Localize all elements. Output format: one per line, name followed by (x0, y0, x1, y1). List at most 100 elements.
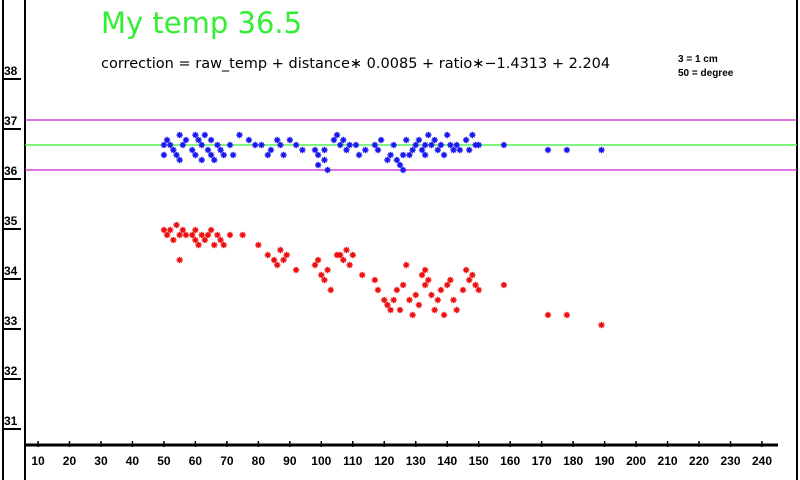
corrected-point (274, 136, 281, 144)
corrected-point (444, 131, 451, 139)
corrected-point (176, 156, 183, 164)
x-tick-label: 20 (63, 454, 77, 468)
corrected-point (267, 146, 275, 154)
correction-formula: correction = raw_temp + distance∗ 0.0085… (101, 56, 611, 72)
x-ticks: 10 20 30 40 50 60 70 80 90 100 110 120 130 140 150 160 1… (31, 441, 772, 468)
raw-point (425, 276, 432, 284)
raw-point (179, 226, 186, 234)
raw-point (403, 261, 410, 269)
reference-lines (25, 119, 797, 171)
corrected-point (466, 146, 473, 154)
raw-point (340, 256, 347, 264)
corrected-point (163, 136, 171, 144)
corrected-point (189, 146, 196, 154)
raw-point (415, 301, 423, 309)
raw-point (207, 226, 215, 234)
y-tick-label: 38 (4, 64, 18, 78)
corrected-point (371, 141, 379, 149)
corrected-point (387, 151, 394, 159)
raw-point (198, 231, 205, 239)
raw-point (563, 311, 571, 319)
corrected-point (170, 146, 177, 154)
corrected-point (440, 151, 448, 159)
raw-point (500, 281, 508, 289)
corrected-point (343, 146, 350, 154)
x-tick-label: 230 (721, 454, 741, 468)
raw-point (462, 266, 470, 274)
raw-point (239, 231, 246, 239)
raw-point (163, 231, 171, 239)
corrected-point (204, 146, 212, 154)
corrected-point (428, 141, 435, 149)
raw-point (447, 276, 454, 284)
raw-point (211, 241, 218, 249)
corrected-point (403, 136, 410, 144)
y-tick-label: 35 (4, 214, 18, 228)
corrected-point (160, 151, 168, 159)
x-tick-label: 210 (658, 454, 678, 468)
raw-point (349, 251, 356, 259)
raw-point (318, 271, 325, 279)
chart-title: My temp 36.5 (101, 6, 303, 40)
x-tick-label: 110 (343, 454, 363, 468)
raw-point (390, 296, 397, 304)
raw-point (170, 236, 177, 244)
x-tick-label: 30 (94, 454, 108, 468)
corrected-point (314, 161, 322, 169)
corrected-point (462, 136, 470, 144)
x-tick-label: 170 (532, 454, 552, 468)
raw-point (343, 246, 350, 254)
raw-point (406, 296, 413, 304)
corrected-point (182, 136, 190, 144)
raw-point (292, 266, 300, 274)
raw-point (440, 311, 448, 319)
corrected-point (346, 141, 353, 149)
corrected-point (377, 136, 385, 144)
corrected-point (500, 141, 508, 149)
raw-point (173, 221, 180, 229)
corrected-point (192, 151, 199, 159)
y-tick-label: 37 (4, 114, 18, 128)
x-tick-label: 180 (563, 454, 583, 468)
x-tick-label: 120 (374, 454, 394, 468)
raw-point (336, 251, 344, 259)
corrected-point (374, 146, 382, 154)
corrected-point (173, 151, 180, 159)
x-tick-label: 240 (752, 454, 772, 468)
corrected-point (286, 136, 294, 144)
raw-point (450, 296, 457, 304)
raw-point (204, 231, 212, 239)
corrected-point (192, 131, 199, 139)
raw-point (201, 236, 209, 244)
raw-point (381, 296, 388, 304)
corrected-point (418, 146, 426, 154)
distance-note: 3 = 1 cm (678, 54, 718, 65)
raw-point (314, 256, 322, 264)
raw-point (418, 271, 426, 279)
corrected-point (207, 151, 215, 159)
raw-point (544, 311, 552, 319)
corrected-point (176, 131, 183, 139)
corrected-point (409, 146, 416, 154)
corrected-point (450, 146, 457, 154)
raw-point (453, 306, 460, 314)
raw-point (421, 281, 429, 289)
corrected-point (431, 136, 438, 144)
corrected-point (336, 141, 344, 149)
x-tick-label: 50 (157, 454, 171, 468)
corrected-point (220, 151, 227, 159)
raw-point (176, 231, 183, 239)
x-tick-label: 60 (189, 454, 203, 468)
raw-point (412, 291, 419, 299)
x-tick-label: 80 (252, 454, 266, 468)
y-tick-label: 32 (4, 364, 18, 378)
corrected-point (330, 136, 338, 144)
corrected-point (598, 146, 605, 154)
raw-point (428, 291, 435, 299)
raw-point (226, 231, 234, 239)
x-tick-label: 90 (283, 454, 297, 468)
raw-point (220, 241, 227, 249)
raw-point (176, 256, 183, 264)
x-tick-label: 40 (126, 454, 140, 468)
x-tick-label: 100 (311, 454, 331, 468)
